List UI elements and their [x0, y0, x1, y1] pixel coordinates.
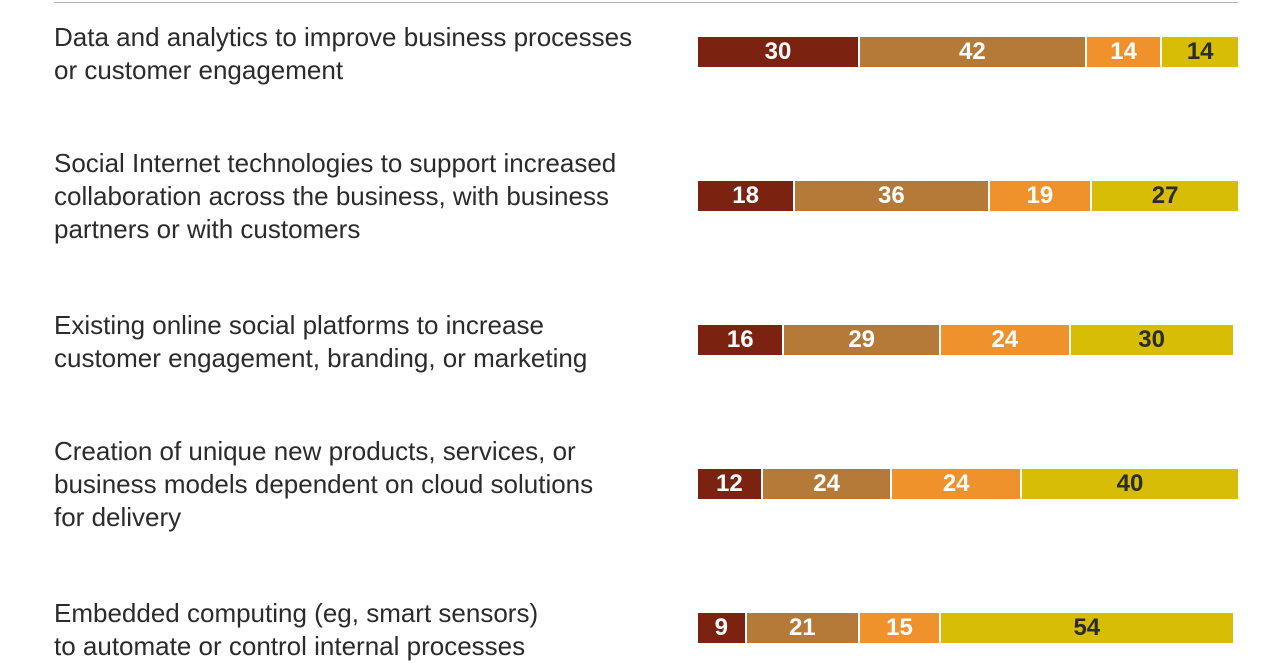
bar-segment: 16	[698, 325, 785, 355]
data-label: 30	[764, 38, 792, 65]
bar-segment: 42	[860, 37, 1087, 67]
bar-segment: 27	[1092, 181, 1238, 211]
bar-row: 16 29 24 30	[698, 325, 1238, 355]
stacked-bar-chart: Data and analytics to improve business p…	[54, 2, 1238, 661]
data-label: 24	[813, 470, 840, 497]
data-label: 18	[732, 182, 759, 209]
bar-segment: 30	[698, 37, 860, 67]
bar-segment: 19	[989, 181, 1093, 211]
bar-row: 9 21 15 54	[698, 613, 1238, 643]
data-label: 27	[1151, 182, 1179, 209]
bar-row: 12 24 24 40	[698, 469, 1238, 499]
data-label: 21	[788, 614, 816, 641]
category-label: Data and analytics to improve business p…	[54, 22, 633, 85]
bar-segment: 21	[746, 613, 860, 643]
bar-segment: 24	[762, 469, 893, 499]
data-label: 40	[1116, 470, 1144, 497]
bar-segment: 18	[698, 181, 796, 211]
category-label: Social Internet technologies to support …	[54, 148, 617, 244]
bar-segment: 24	[941, 325, 1071, 355]
data-label: 30	[1138, 326, 1165, 353]
bar-row: 30 42 14 14	[698, 37, 1238, 67]
category-label: Creation of unique new products, service…	[54, 436, 594, 532]
category-label: Embedded computing (eg, smart sensors) t…	[54, 598, 539, 661]
data-label: 54	[1073, 614, 1101, 641]
bar-segment: 14	[1162, 37, 1238, 67]
data-label: 14	[1110, 38, 1137, 65]
bar-row: 18 36 19 27	[698, 181, 1238, 211]
data-label: 42	[959, 38, 986, 65]
data-label: 36	[878, 182, 905, 209]
data-label: 12	[716, 470, 743, 497]
data-label: 16	[726, 326, 754, 353]
data-label: 9	[714, 614, 728, 641]
data-label: 24	[991, 326, 1019, 353]
bar-segment: 54	[941, 613, 1233, 643]
bar-segment: 12	[698, 469, 763, 499]
bar-segment: 9	[698, 613, 747, 643]
category-label: Existing online social platforms to incr…	[54, 310, 588, 373]
data-label: 14	[1186, 38, 1214, 65]
data-label: 19	[1026, 182, 1054, 209]
bar-segment: 24	[892, 469, 1022, 499]
data-label: 24	[942, 470, 970, 497]
bar-segment: 30	[1070, 325, 1233, 355]
bar-segment: 40	[1022, 469, 1238, 499]
top-divider	[54, 2, 1238, 3]
bar-segment: 14	[1086, 37, 1163, 67]
data-label: 29	[848, 326, 876, 353]
data-label: 15	[886, 614, 913, 641]
bar-segment: 29	[784, 325, 941, 355]
bar-segment: 15	[860, 613, 941, 643]
bar-segment: 36	[795, 181, 990, 211]
